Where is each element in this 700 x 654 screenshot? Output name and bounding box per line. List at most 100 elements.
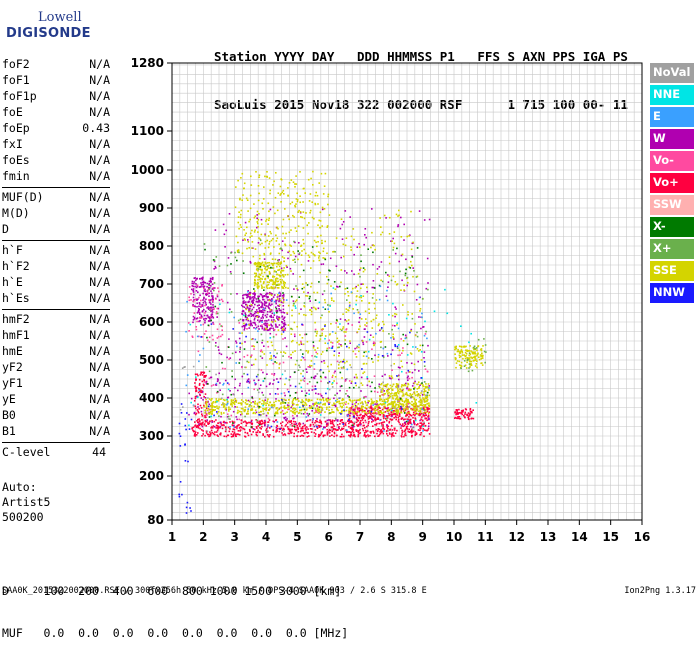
data-point <box>263 422 266 425</box>
data-point <box>398 405 400 407</box>
data-point <box>269 189 271 192</box>
data-point <box>302 405 304 407</box>
data-point <box>388 262 391 265</box>
data-point <box>372 342 375 345</box>
data-point <box>302 413 305 415</box>
data-point <box>372 263 374 266</box>
data-point <box>417 413 419 415</box>
data-point <box>263 271 266 274</box>
data-point <box>261 357 264 359</box>
data-point <box>397 327 400 330</box>
data-point <box>258 420 261 423</box>
data-point <box>190 299 192 301</box>
data-point <box>284 407 286 409</box>
data-point <box>180 403 183 405</box>
data-point <box>321 431 323 433</box>
data-point <box>259 350 262 353</box>
data-point <box>327 342 329 345</box>
data-point <box>402 403 405 406</box>
data-point <box>357 272 360 275</box>
data-point <box>372 408 374 411</box>
data-point <box>334 404 337 407</box>
data-point <box>315 241 317 244</box>
data-point <box>196 285 199 288</box>
data-point <box>356 345 359 348</box>
data-point <box>245 301 247 303</box>
data-point <box>318 403 320 405</box>
software-version: Ion2Png 1.3.17 <box>624 586 696 596</box>
data-point <box>211 311 214 313</box>
data-point <box>201 387 204 389</box>
data-point <box>334 417 337 420</box>
parameter-value: N/A <box>89 344 110 358</box>
data-point <box>258 301 260 303</box>
data-point <box>371 381 373 384</box>
data-point <box>290 179 293 181</box>
data-point <box>319 220 322 222</box>
data-point <box>321 206 324 209</box>
data-point <box>287 287 289 289</box>
data-point <box>240 419 243 422</box>
data-point <box>193 430 196 433</box>
data-point <box>338 339 340 342</box>
data-point <box>381 231 384 234</box>
data-point <box>281 409 284 412</box>
data-point <box>246 403 249 405</box>
data-point <box>421 423 423 425</box>
data-point <box>406 276 409 279</box>
data-point <box>348 408 351 410</box>
data-point <box>230 433 233 435</box>
data-point <box>205 430 208 432</box>
data-point <box>273 403 276 406</box>
data-point <box>460 325 462 327</box>
data-point <box>460 365 463 367</box>
data-point <box>197 396 199 399</box>
data-point <box>193 305 196 307</box>
data-point <box>322 247 325 250</box>
data-point <box>354 353 357 355</box>
data-point <box>293 258 296 261</box>
data-point <box>211 292 213 295</box>
autoscaling-info: Auto: Artist5 500200 <box>2 480 50 525</box>
data-point <box>416 393 419 396</box>
data-point <box>382 403 384 405</box>
data-point <box>339 371 342 374</box>
data-point <box>200 389 202 392</box>
data-point <box>328 214 331 216</box>
data-point <box>328 399 330 401</box>
data-point <box>219 433 221 435</box>
data-point <box>425 287 428 290</box>
data-point <box>420 392 422 394</box>
data-point <box>354 382 357 384</box>
data-point <box>417 423 419 425</box>
data-point <box>193 312 196 314</box>
data-point <box>224 379 227 382</box>
data-point <box>381 424 383 426</box>
data-point <box>379 414 382 416</box>
parameter-row: B0 N/A <box>2 407 110 423</box>
data-point <box>210 429 213 432</box>
data-point <box>313 239 316 242</box>
data-point <box>197 432 199 434</box>
data-point <box>300 245 302 247</box>
data-point <box>178 493 180 496</box>
data-point <box>221 285 223 287</box>
data-point <box>270 266 272 269</box>
y-tick-label: 600 <box>139 315 164 329</box>
data-point <box>247 399 250 402</box>
data-point <box>206 282 209 285</box>
data-point <box>376 422 378 425</box>
data-point <box>196 299 198 301</box>
data-point <box>278 316 280 319</box>
data-point <box>339 389 341 392</box>
data-point <box>203 243 206 245</box>
data-point <box>276 425 279 427</box>
data-point <box>341 427 343 430</box>
data-point <box>253 284 256 287</box>
data-point <box>270 341 273 344</box>
data-point <box>307 400 310 403</box>
data-point <box>386 415 388 417</box>
data-point <box>210 303 212 305</box>
data-point <box>376 391 379 393</box>
data-point <box>371 419 374 421</box>
